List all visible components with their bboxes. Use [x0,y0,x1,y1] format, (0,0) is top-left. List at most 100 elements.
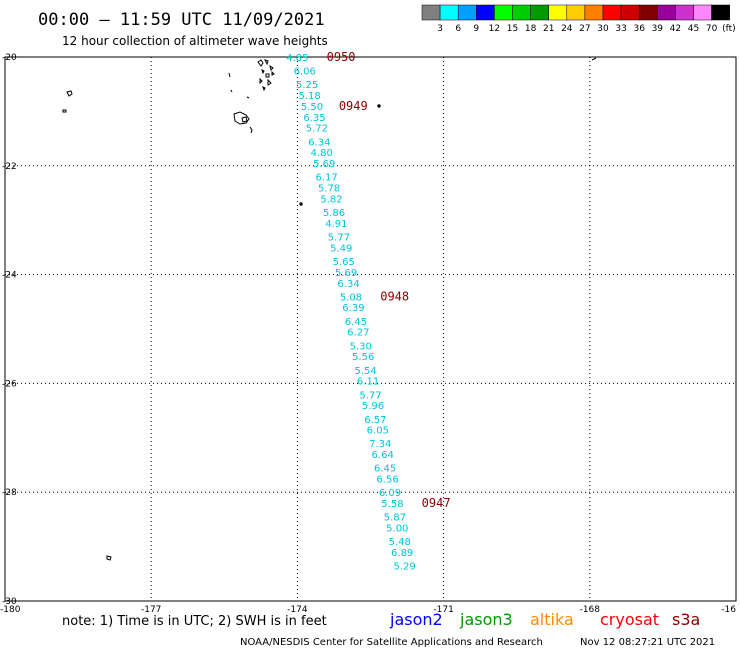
wave-height-value: 6.89 [391,548,413,559]
wave-height-value: 5.69 [313,159,335,170]
wave-height-value: 5.50 [301,102,323,113]
island-outline [66,90,73,97]
legend-swatch [657,4,676,21]
plot-border [4,56,737,602]
legend-swatch [512,4,531,21]
legend-swatch [530,4,549,21]
wave-height-value: 5.96 [362,401,384,412]
island-outline [228,72,253,134]
wave-height-value: 6.56 [376,475,398,486]
legend-swatch [494,4,513,21]
footnote: note: 1) Time is in UTC; 2) SWH is in fe… [62,614,327,629]
legend-swatch [675,4,694,21]
legend-label: 18 [525,24,537,34]
satellite-name: jason3 [459,610,513,629]
pass-time-label: 0949 [339,99,368,113]
wave-height-value: 5.18 [298,91,320,102]
pass-time-label: 0950 [327,50,356,64]
lat-tick-label: -24 [2,271,17,281]
wave-height-value: 5.48 [389,537,411,548]
wave-height-value: 6.11 [357,377,379,388]
wave-height-value: 6.34 [308,137,330,148]
legend-label: 45 [688,24,699,34]
legend-label: 36 [633,24,645,34]
lat-tick-label: -20 [2,53,17,63]
legend-label: 15 [507,24,518,34]
lon-tick-label: -180 [0,605,21,615]
island-outlines [62,57,597,561]
legend-label: 27 [579,24,590,34]
legend-label: 42 [670,24,681,34]
wave-height-value: 5.86 [323,208,345,219]
legend-swatch [439,4,459,21]
wave-height-value: 5.56 [352,352,374,363]
satellite-legend: jason2 jason3 altika cryosat s3a [389,610,700,629]
satellite-name: cryosat [600,610,659,629]
pass-time-label: 0947 [422,496,451,510]
wave-height-value: 4.91 [325,219,347,230]
wave-height-value: 6.05 [367,426,389,437]
map-frame [4,56,737,602]
satellite-name: jason2 [389,610,443,629]
lat-tick-label: -30 [2,597,17,607]
lon-tick-label: -171 [433,605,453,615]
legend-label: 70 [706,24,718,34]
legend-label: 33 [615,24,626,34]
wave-height-value: 6.27 [347,328,369,339]
lon-tick-label: -174 [287,605,308,615]
lat-tick-label: -26 [2,379,17,389]
lat-tick-label: -22 [2,162,17,172]
legend-label: 39 [652,24,664,34]
page-subtitle: 12 hour collection of altimeter wave hei… [62,34,328,48]
wave-height-value: 6.57 [364,415,386,426]
legend-swatch [584,4,604,21]
legend-label: 24 [561,24,573,34]
wave-height-value: 5.25 [296,80,318,91]
island-outline [233,111,250,125]
wave-height-value: 5.82 [320,194,342,205]
legend-swatch [620,4,640,21]
credit-line: NOAA/NESDIS Center for Satellite Applica… [240,637,543,648]
wave-height-value: 5.29 [393,562,415,573]
wave-height-value: 7.34 [369,439,391,450]
wave-height-value: 5.77 [328,233,350,244]
wave-height-value: 6.45 [345,317,367,328]
wave-height-labels: 4.856.065.255.185.506.355.726.344.805.69… [286,53,415,573]
legend-swatch [602,4,622,21]
island-outline [106,555,112,561]
legend-label: 6 [455,24,461,34]
wave-height-value: 6.39 [342,303,364,314]
legend-unit: (ft) [722,24,736,34]
wave-height-value: 6.45 [374,464,396,475]
pass-time-labels: 0950 0949 0948 0947 [327,50,451,510]
legend-swatch [548,4,568,21]
wave-height-value: 6.64 [372,450,394,461]
wave-height-value: 6.09 [379,488,401,499]
legend-swatch [711,4,730,21]
legend-swatch [476,4,495,21]
legend-swatch [421,4,441,21]
wave-height-value: 5.87 [384,513,406,524]
wave-height-value: 5.72 [306,124,328,135]
wave-height-value: 5.77 [359,390,381,401]
wave-height-value: 6.17 [316,173,338,184]
wave-height-value: 6.35 [303,113,325,124]
wave-height-value: 5.65 [333,257,355,268]
wave-height-legend: 3 6 9 12 15 18 21 24 27 30 33 36 39 42 45 70 (ft) [421,4,736,34]
wave-height-value: 5.78 [318,184,340,195]
legend-label: 12 [489,24,500,34]
legend-swatch [566,4,586,21]
page-title: 00:00 – 11:59 UTC 11/09/2021 [38,10,325,30]
lat-lon-grid: -180 -177 -174 -171 -168 -16 -20 -22 -24 -26 -28 -3… [0,53,736,615]
legend-swatch [693,4,712,21]
legend-label: 9 [473,24,479,34]
island-outline [62,109,67,113]
island-dot [299,202,303,206]
legend-swatch [638,4,658,21]
wave-height-value: 5.54 [354,366,376,377]
wave-height-value: 6.34 [337,279,359,290]
legend-label: 3 [437,24,443,34]
wave-height-value: 5.08 [340,292,362,303]
island-outline [591,57,597,61]
